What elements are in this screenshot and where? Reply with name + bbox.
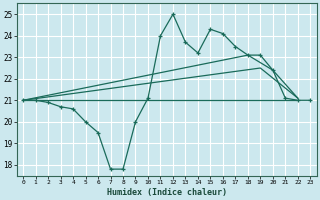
X-axis label: Humidex (Indice chaleur): Humidex (Indice chaleur) [107, 188, 227, 197]
